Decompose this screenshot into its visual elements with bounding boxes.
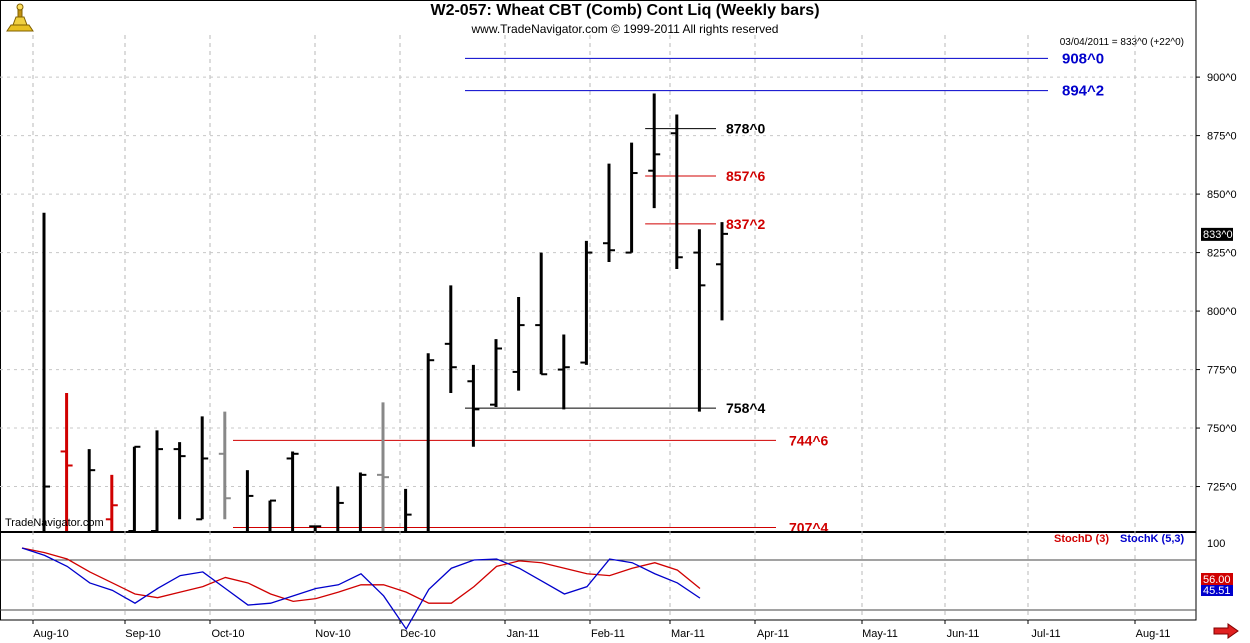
ohlc-bar: [490, 339, 502, 407]
y-tick-label: 775^0: [1207, 365, 1237, 377]
level-label: 908^0: [1062, 50, 1104, 67]
ohlc-bar: [557, 334, 570, 410]
level-label: 857^6: [726, 168, 766, 184]
ohlc-bar: [444, 285, 457, 393]
price-readout: 03/04/2011 = 833^0 (+22^0): [1059, 37, 1184, 48]
watermark-text: TradeNavigator.com: [5, 517, 104, 529]
x-tick-label: Mar-11: [671, 628, 705, 640]
level-label: 878^0: [726, 121, 766, 137]
ohlc-bar: [42, 212, 50, 531]
ohlc-bar: [87, 449, 96, 531]
ohlc-bar: [245, 470, 254, 531]
ohlc-bar: [151, 430, 163, 531]
ohlc-bar: [128, 445, 141, 531]
last-price-box: [1201, 227, 1233, 241]
level-label: 758^4: [726, 400, 766, 416]
ohlc-bar: [512, 297, 525, 391]
x-tick-label: Feb-11: [591, 628, 625, 640]
level-label: 707^4: [789, 519, 829, 535]
stoch-y-tick-label: 100: [1207, 538, 1225, 550]
trade-navigator-logo-icon: [6, 3, 34, 32]
ohlc-bar: [603, 163, 615, 262]
stochk-value-box: [1201, 585, 1233, 596]
legend-stochk: StochK (5,3): [1120, 533, 1185, 545]
y-tick-label: 900^0: [1207, 72, 1237, 84]
last-price-label: 833^0: [1203, 229, 1233, 241]
ohlc-bar: [336, 486, 344, 531]
ohlc-bar: [625, 142, 638, 254]
scroll-right-arrow-icon[interactable]: [1212, 623, 1240, 639]
x-tick-label: Dec-10: [400, 628, 435, 640]
chart-title: W2-057: Wheat CBT (Comb) Cont Liq (Weekl…: [430, 2, 820, 19]
ohlc-bar: [535, 252, 548, 376]
ohlc-bar: [105, 474, 118, 531]
x-tick-label: Jul-11: [1031, 628, 1060, 640]
ohlc-bar: [286, 451, 299, 531]
x-tick-label: Aug-10: [33, 628, 68, 640]
ohlc-bar: [693, 229, 706, 412]
x-tick-label: Nov-10: [315, 628, 350, 640]
y-tick-label: 800^0: [1207, 306, 1237, 318]
y-tick-label: 850^0: [1207, 189, 1237, 201]
x-tick-label: Sep-10: [125, 628, 160, 640]
x-tick-label: May-11: [862, 628, 898, 640]
ohlc-bar: [268, 499, 276, 531]
ohlc-bar: [173, 442, 186, 520]
stochd-line: [21, 547, 701, 604]
ohlc-bar: [467, 364, 480, 447]
ohlc-bar: [60, 392, 73, 531]
ohlc-bar: [670, 114, 683, 269]
ohlc-bar: [404, 488, 412, 531]
ohlc-bar: [358, 472, 367, 531]
chart-subtitle: www.TradeNavigator.com © 1999-2011 All r…: [471, 22, 779, 36]
y-tick-label: 875^0: [1207, 131, 1237, 143]
x-tick-label: Apr-11: [757, 628, 789, 640]
level-label: 744^6: [789, 432, 829, 448]
legend-stochd: StochD (3): [1054, 533, 1109, 545]
y-tick-label: 750^0: [1207, 423, 1237, 435]
stochd-value-box: [1201, 573, 1233, 585]
x-tick-label: Aug-11: [1136, 628, 1171, 640]
ohlc-bar: [648, 93, 661, 209]
y-tick-label: 825^0: [1207, 248, 1237, 260]
stochk-value: 45.51: [1203, 585, 1231, 597]
stochk-line: [21, 547, 701, 631]
ohlc-bar: [309, 525, 322, 531]
x-tick-label: Oct-10: [211, 628, 244, 640]
ohlc-bar: [426, 353, 435, 531]
y-tick-label: 725^0: [1207, 482, 1237, 494]
level-label: 837^2: [726, 216, 766, 232]
stoch-panel-frame: [0, 532, 1197, 621]
ohlc-bar: [716, 222, 728, 321]
x-tick-label: Jun-11: [947, 628, 980, 640]
x-tick-label: Jan-11: [507, 628, 540, 640]
ohlc-bar: [580, 240, 593, 365]
ohlc-bar: [196, 416, 209, 521]
ohlc-bar: [377, 402, 389, 531]
level-label: 894^2: [1062, 83, 1104, 100]
ohlc-bar: [218, 411, 231, 520]
price-panel-frame: [0, 0, 1197, 532]
stochd-value: 56.00: [1203, 574, 1231, 586]
